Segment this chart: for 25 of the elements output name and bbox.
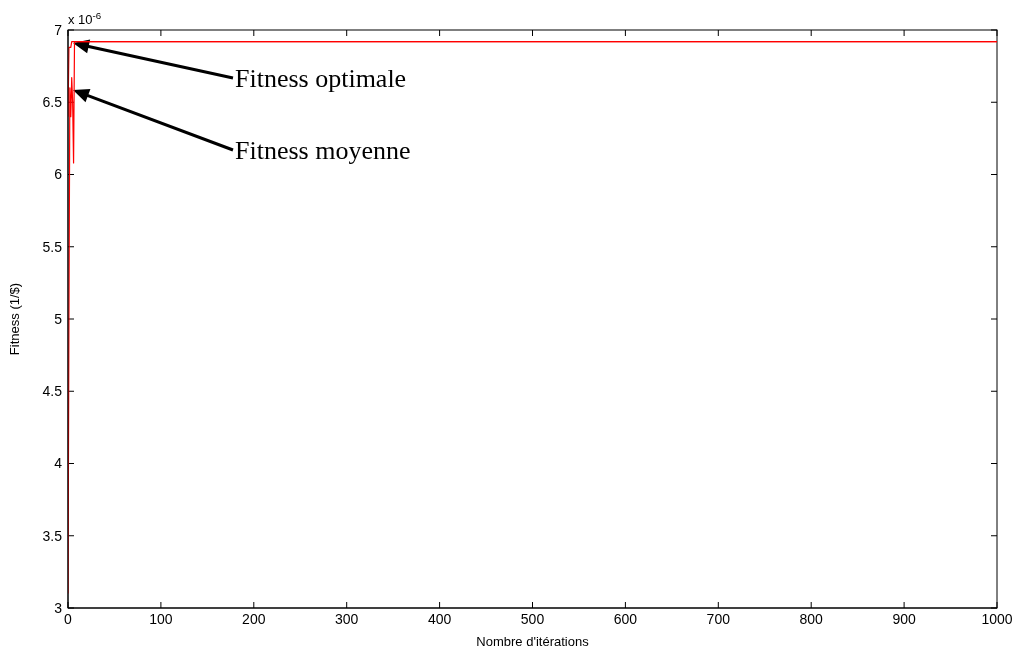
text: x 10$^{-6}$ [68,9,102,27]
x-tick-label: 600 [613,610,638,627]
x-tick-label: 400 [427,610,452,627]
x-tick-label: 700 [706,610,731,627]
x-tick-label: 1000 [981,610,1013,627]
y-tick-label: 3 [54,599,63,616]
y-axis-title: Fitness (1/$) [6,282,22,356]
y-tick-label: 6 [54,166,63,183]
y-tick-label: 6.5 [42,94,63,111]
x-tick-label: 100 [149,610,173,627]
x-tick-label: 900 [892,610,916,627]
y-tick-label: 5.5 [42,238,63,255]
x-tick-label: 800 [799,610,824,627]
y-tick-label: 4 [54,455,63,472]
y-tick-label: 3.5 [42,527,63,544]
x-tick-label: 500 [520,610,545,627]
y-tick-label: 4.5 [42,383,63,400]
x-tick-label: 300 [335,610,359,627]
x-tick-label: 0 [64,610,73,627]
annotation: Fitness optimale [235,64,407,93]
x-tick-label: 200 [242,610,266,627]
annotation: Fitness moyenne [235,136,411,165]
y-tick-label: 7 [54,21,63,38]
y-tick-label: 5 [54,310,63,327]
x-axis-title: Nombre d'itérations [476,634,590,649]
